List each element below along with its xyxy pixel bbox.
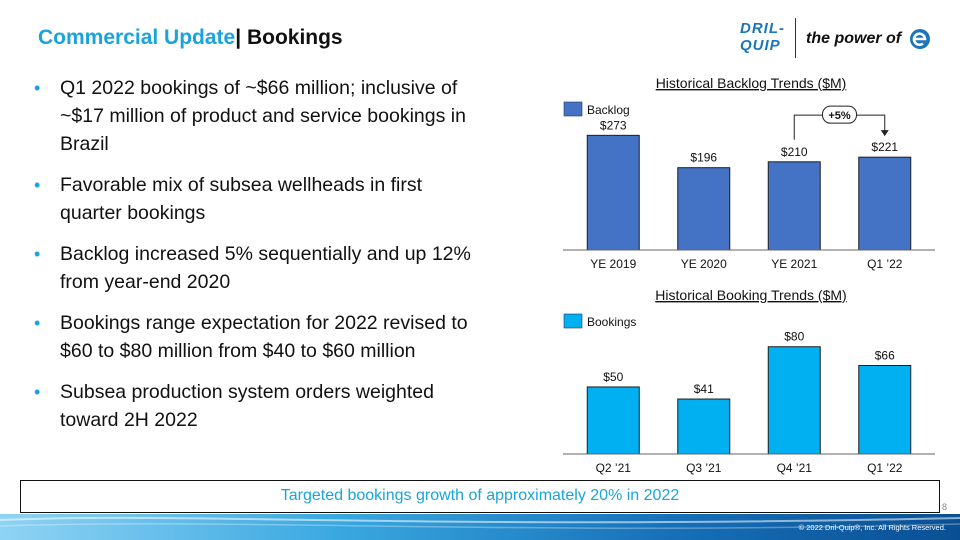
x-tick-label: Q1 ’22 bbox=[867, 257, 903, 271]
annotation-arrow-icon bbox=[880, 130, 889, 137]
bar bbox=[767, 346, 821, 455]
value-label: $66 bbox=[875, 349, 895, 363]
title-section: Commercial Update bbox=[38, 26, 236, 49]
growth-annotation: +5% bbox=[793, 105, 889, 140]
x-tick-label: Q2 ’21 bbox=[596, 461, 632, 475]
bullet-dot-icon: • bbox=[34, 244, 41, 264]
bullet-text: Favorable mix of subsea wellheads in fir… bbox=[60, 174, 422, 224]
page-number: 8 bbox=[942, 502, 948, 512]
e-logo-icon bbox=[909, 29, 930, 49]
annotation-label: +5% bbox=[828, 110, 851, 122]
bullet-dot-icon: • bbox=[34, 78, 41, 98]
legend-swatch bbox=[563, 101, 583, 117]
x-tick-label: YE 2019 bbox=[590, 257, 636, 271]
bullet-item: • Q1 2022 bookings of ~$66 million; inclu… bbox=[34, 74, 474, 158]
copyright-text: © 2022 Dril-Quip®, Inc. All Rights Reser… bbox=[798, 523, 946, 532]
x-tick-label: YE 2020 bbox=[681, 257, 727, 271]
x-tick-label: Q3 ’21 bbox=[686, 461, 722, 475]
x-tick-label: Q4 ’21 bbox=[777, 461, 813, 475]
logo-tagline: the power of bbox=[806, 28, 931, 50]
bullet-text: Backlog increased 5% sequentially and up… bbox=[60, 243, 471, 293]
bar bbox=[858, 365, 912, 455]
logo-wordmark: DRIL- QUIP bbox=[740, 20, 785, 54]
bar bbox=[586, 386, 640, 455]
value-label: $50 bbox=[603, 370, 623, 384]
bullet-item: • Favorable mix of subsea wellheads in fi… bbox=[34, 171, 474, 227]
value-label: $221 bbox=[871, 140, 898, 154]
growth-banner: Targeted bookings growth of approximatel… bbox=[20, 480, 940, 513]
bar bbox=[858, 156, 912, 251]
bullet-text: Bookings range expectation for 2022 revi… bbox=[60, 312, 468, 362]
legend-label: Bookings bbox=[587, 315, 636, 329]
bookings-chart: Historical Booking Trends ($M) Bookings $5… bbox=[563, 284, 935, 480]
x-tick-label: YE 2021 bbox=[771, 257, 817, 271]
value-label: $210 bbox=[781, 145, 808, 159]
footer-wave bbox=[0, 514, 960, 540]
value-label: $196 bbox=[690, 151, 717, 165]
chart-title: Historical Booking Trends ($M) bbox=[655, 287, 846, 303]
title-topic: | Bookings bbox=[235, 26, 343, 49]
chart-title: Historical Backlog Trends ($M) bbox=[656, 75, 847, 91]
backlog-chart-svg: Historical Backlog Trends ($M) Backlog$27… bbox=[563, 75, 935, 271]
value-label: $41 bbox=[694, 382, 714, 396]
legend-label: Backlog bbox=[587, 103, 630, 117]
bar bbox=[677, 167, 731, 251]
bookings-chart-svg: Historical Booking Trends ($M) Bookings $5… bbox=[563, 287, 935, 475]
backlog-chart: Historical Backlog Trends ($M) Backlog $27… bbox=[563, 72, 935, 272]
x-tick-label: Q1 ’22 bbox=[867, 461, 903, 475]
bullet-list: • Q1 2022 bookings of ~$66 million; inclu… bbox=[34, 74, 474, 447]
value-label: $273 bbox=[600, 118, 627, 132]
value-label: $80 bbox=[784, 330, 804, 344]
annotation-pill bbox=[822, 105, 857, 124]
bullet-dot-icon: • bbox=[34, 175, 41, 195]
bullet-item: • Subsea production system orders weighte… bbox=[34, 378, 474, 434]
bar bbox=[767, 161, 821, 251]
page-title: Commercial Update| Bookings bbox=[38, 26, 343, 50]
bar bbox=[677, 398, 731, 455]
logo-divider bbox=[795, 18, 796, 58]
legend-swatch bbox=[563, 313, 583, 329]
company-logo: DRIL- QUIP the power of bbox=[740, 16, 932, 60]
bullet-dot-icon: • bbox=[34, 382, 41, 402]
bullet-text: Subsea production system orders weighted… bbox=[60, 381, 434, 431]
bullet-dot-icon: • bbox=[34, 313, 41, 333]
bar bbox=[586, 134, 640, 251]
bullet-item: • Backlog increased 5% sequentially and u… bbox=[34, 240, 474, 296]
bullet-text: Q1 2022 bookings of ~$66 million; inclus… bbox=[60, 77, 466, 155]
bullet-item: • Bookings range expectation for 2022 rev… bbox=[34, 309, 474, 365]
